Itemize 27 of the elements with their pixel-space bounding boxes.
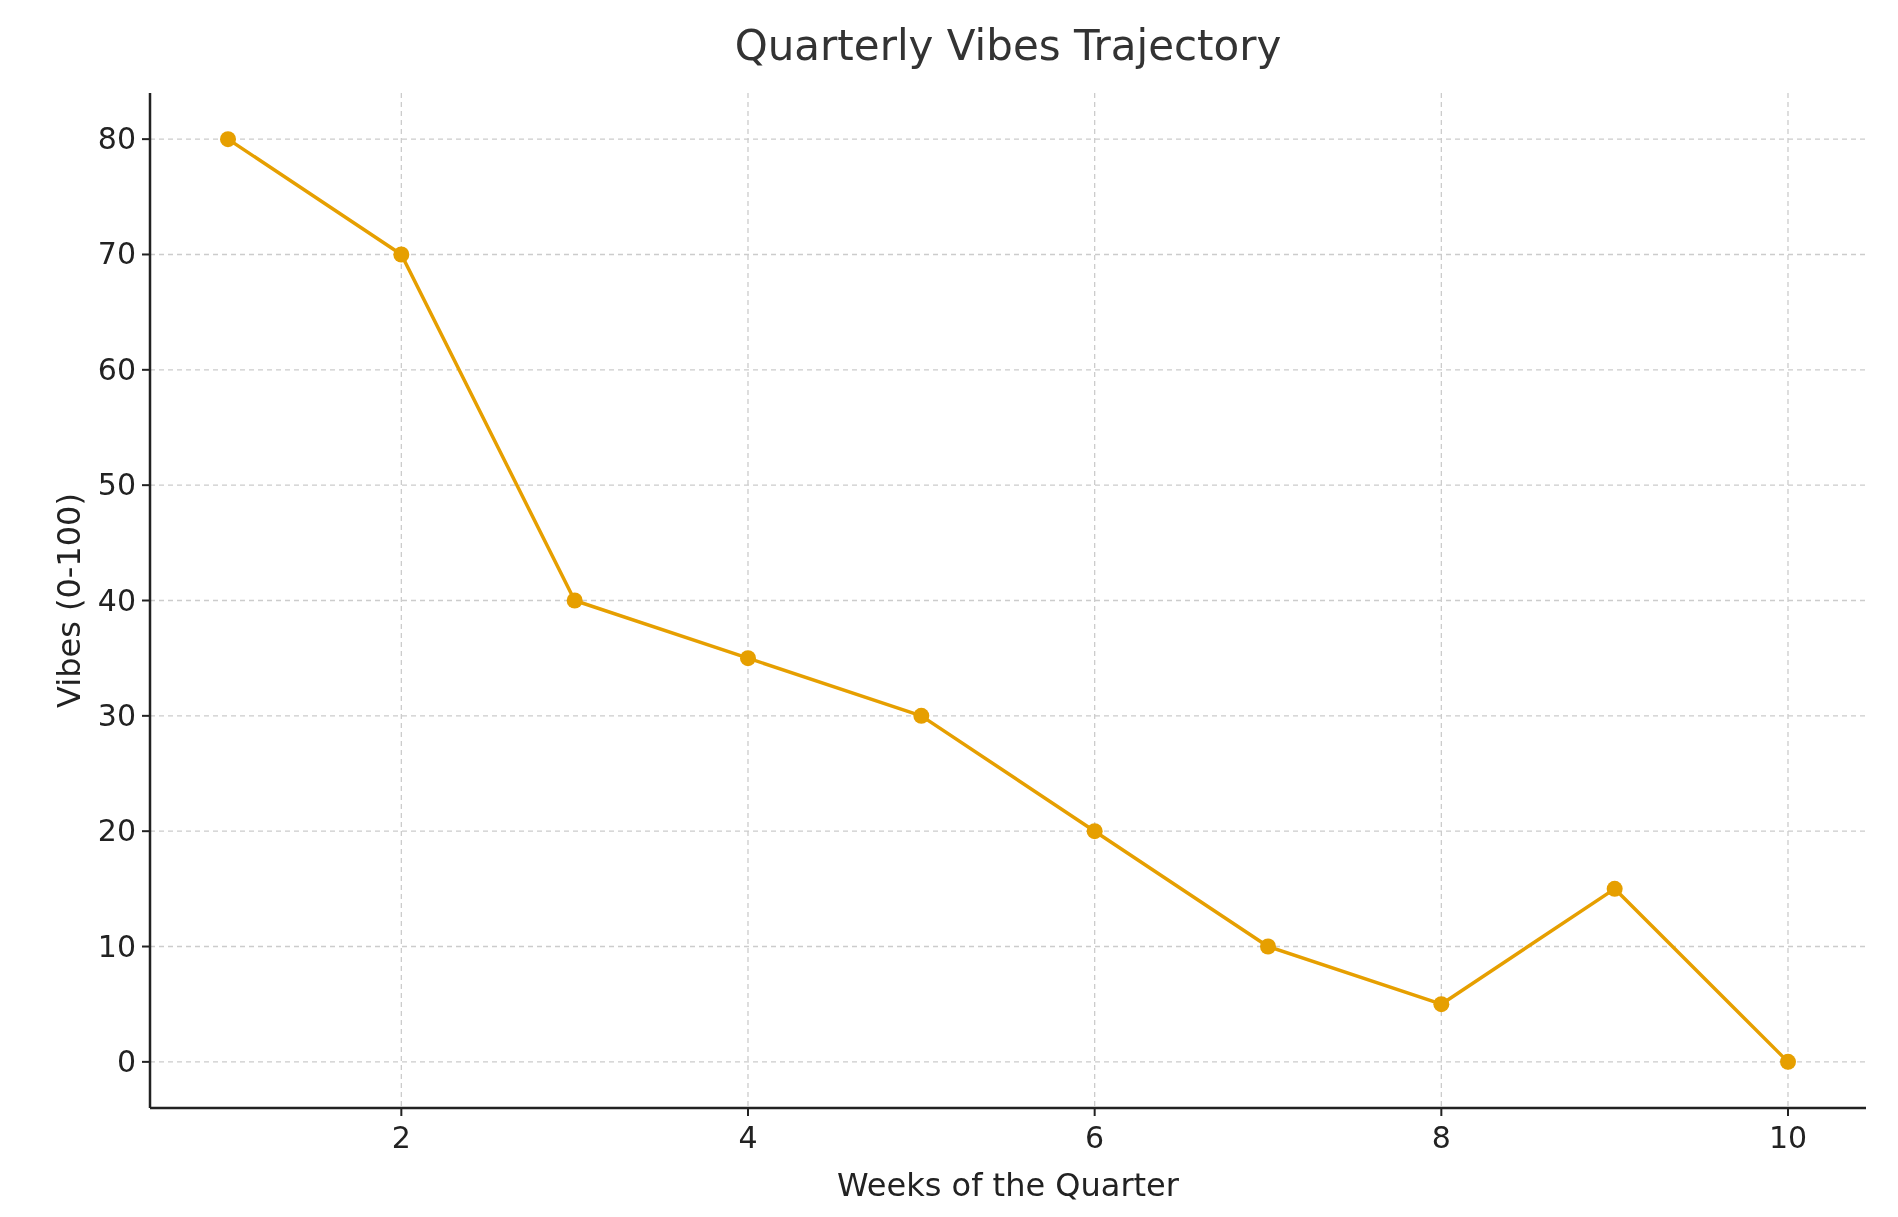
point (1086, 823, 1103, 840)
point (220, 131, 236, 148)
x-tick-label: 10 (1768, 1120, 1808, 1155)
point (393, 246, 410, 263)
point (1433, 996, 1450, 1013)
point (1780, 1053, 1796, 1070)
y-tick-label: 60 (97, 351, 136, 387)
y-tick-label: 20 (97, 813, 136, 849)
point (566, 592, 583, 609)
point (1260, 938, 1276, 955)
y-tick-label: 50 (97, 467, 136, 503)
point (740, 650, 756, 667)
y-tick-label: 10 (97, 928, 136, 964)
x-tick-label: 4 (738, 1120, 758, 1155)
x-tick-label: 8 (1431, 1120, 1451, 1155)
y-axis-title: Vibes (0-100) (50, 493, 88, 708)
x-axis-title: Weeks of the Quarter (837, 1166, 1180, 1204)
y-tick-label: 30 (97, 697, 136, 733)
y-tick-label: 70 (97, 236, 136, 272)
y-tick-label: 80 (97, 121, 136, 157)
point (913, 707, 930, 724)
y-tick-label: 0 (116, 1043, 136, 1079)
chart-title: Quarterly Vibes Trajectory (734, 21, 1282, 70)
point (1606, 880, 1623, 897)
x-tick-label: 6 (1085, 1120, 1105, 1155)
y-tick-label: 40 (97, 582, 136, 618)
x-tick-label: 2 (391, 1120, 411, 1155)
